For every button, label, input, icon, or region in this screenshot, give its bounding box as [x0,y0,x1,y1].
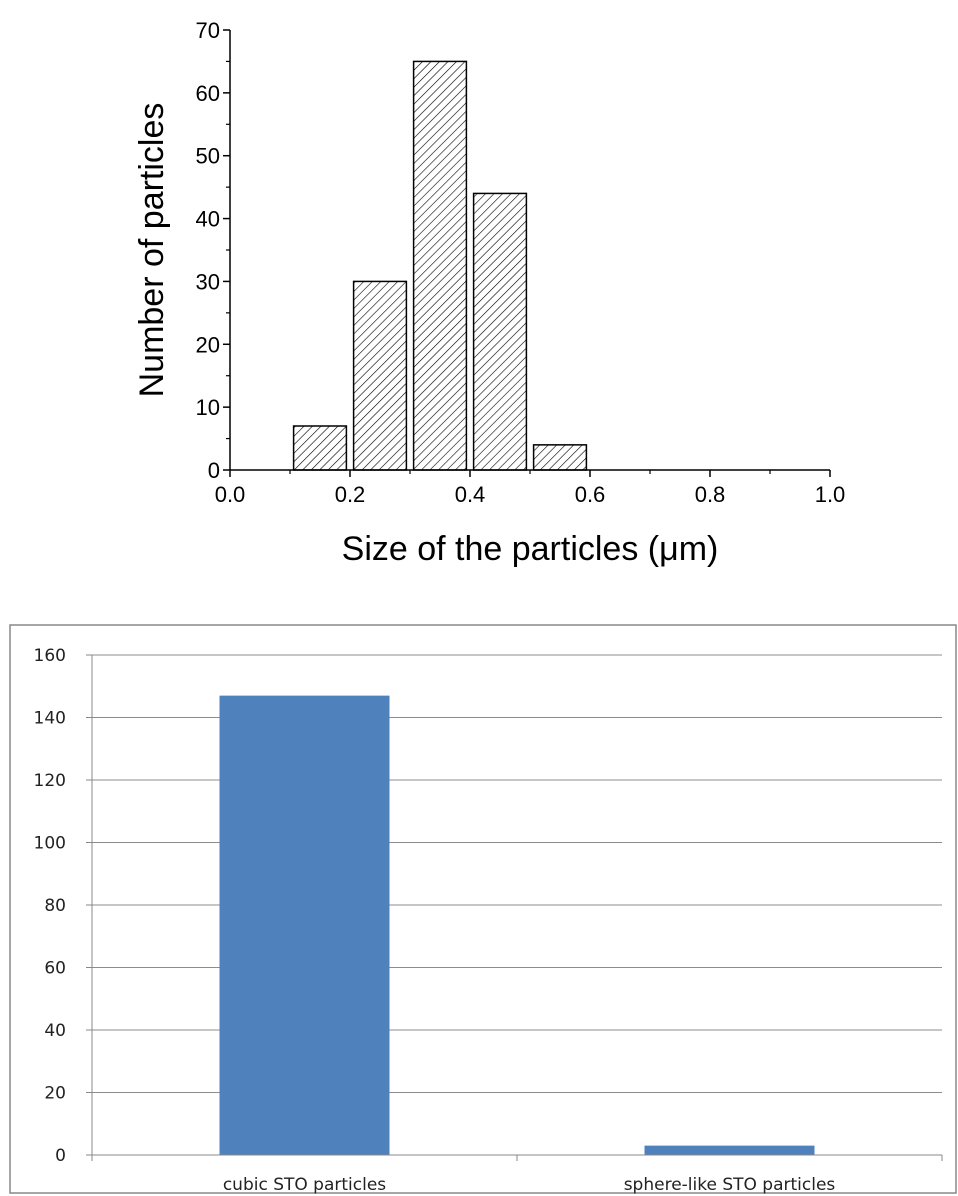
y-tick-label: 100 [34,834,66,854]
histogram-y-tick-label: 10 [196,395,220,420]
histogram-x-tick-label: 1.0 [815,482,846,507]
histogram-svg: 0 10 20 30 40 50 60 70 0.0 0.2 0.4 0.6 0.8 1.0 Size … [133,18,846,568]
category-y-ticks: 0 20 40 60 80 100 120 140 160 [34,646,92,1166]
histogram-x-tick-label: 0.6 [575,482,606,507]
y-tick-label: 80 [44,896,66,916]
category-bar-chart: 0 20 40 60 80 100 120 140 160 cubic STO particle… [0,600,958,1196]
chart-frame [9,624,957,1194]
y-tick-label: 20 [44,1084,66,1104]
histogram-bar [532,444,588,471]
histogram-y-tick-label: 50 [196,144,220,169]
category-bar [644,1145,815,1155]
histogram-x-tick-label: 0.4 [455,482,486,507]
histogram-y-tick-label: 70 [196,18,220,43]
histogram-x-tick-label: 0.8 [695,482,726,507]
category-bar-svg: 0 20 40 60 80 100 120 140 160 cubic STO particle… [9,624,957,1195]
histogram-y-ticks: 0 10 20 30 40 50 60 70 [196,18,230,483]
histogram-y-tick-label: 20 [196,332,220,357]
y-tick-label: 40 [44,1021,66,1041]
histogram-y-tick-label: 40 [196,207,220,232]
category-x-labels: cubic STO particles sphere-like STO parti… [91,1155,943,1195]
histogram-y-tick-label: 60 [196,81,220,106]
histogram-y-tick-label: 0 [208,458,220,483]
y-tick-label: 120 [34,771,66,791]
histogram-x-tick-label: 0.2 [335,482,366,507]
category-bar [219,695,390,1155]
category-label: cubic STO particles [223,1175,386,1195]
histogram-chart: 0 10 20 30 40 50 60 70 0.0 0.2 0.4 0.6 0.8 1.0 Size … [133,18,846,568]
histogram-bar [292,425,348,471]
histogram-x-tick-label: 0.0 [215,482,246,507]
y-tick-label: 160 [34,646,66,666]
y-tick-label: 60 [44,959,66,979]
histogram-y-axis-title: Number of particles [133,103,171,398]
histogram-x-ticks: 0.0 0.2 0.4 0.6 0.8 1.0 [215,470,846,507]
histogram-bar [472,192,528,471]
y-tick-label: 140 [34,709,66,729]
histogram-bar [412,60,468,471]
histogram-x-axis-title: Size of the particles (μm) [342,530,719,568]
histogram-bars [292,60,588,471]
category-label: sphere-like STO particles [624,1175,836,1195]
histogram-y-tick-label: 30 [196,269,220,294]
histogram-bar [352,280,408,471]
category-bars [219,695,815,1155]
y-tick-label: 0 [55,1146,66,1166]
